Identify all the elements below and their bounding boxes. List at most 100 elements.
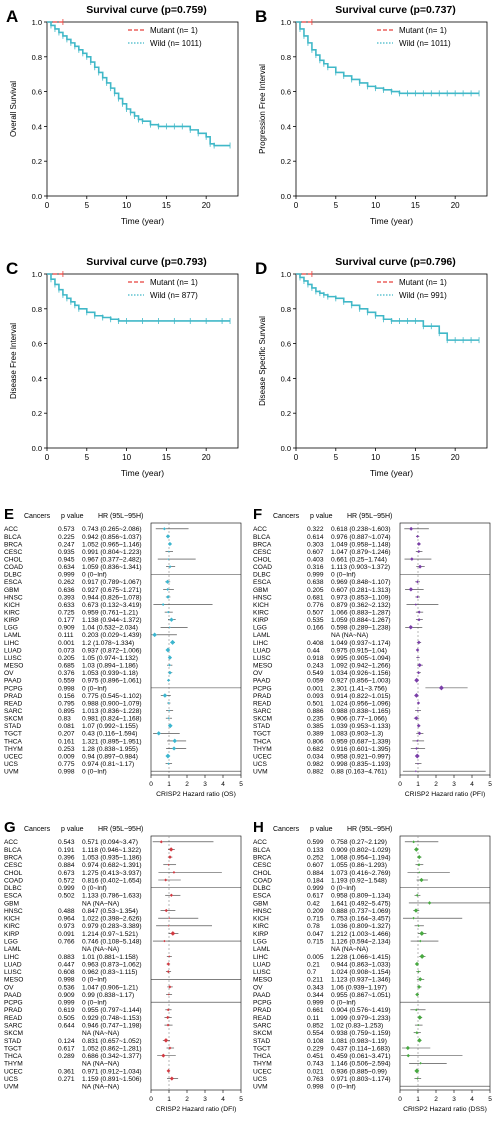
- plot-frame: [399, 835, 491, 1091]
- plot-frame: [295, 21, 488, 197]
- forest-chart: F Cancers p value HR (95L~95H) ACC 0.322 0.618…: [253, 506, 492, 798]
- p-value-label: 0.882: [307, 769, 324, 776]
- hr-label: 0.988 (0.838~1.165): [331, 708, 391, 715]
- x-tick-label: 0: [294, 453, 299, 462]
- p-value-label: 0.502: [58, 893, 75, 900]
- x-tick-label: 20: [202, 453, 211, 462]
- hr-label: 0 (0~Inf): [331, 1084, 356, 1091]
- hr-label: 0.959 (0.687~1.339): [331, 738, 391, 745]
- cancer-label: UVM: [253, 769, 268, 776]
- hr-label: 1.047 (0.879~1.246): [331, 549, 391, 556]
- p-value-label: 0.536: [58, 984, 75, 991]
- p-value-label: 0.447: [58, 961, 75, 968]
- hr-label: 1.066 (0.883~1.287): [331, 610, 391, 617]
- survival-panel-d: D Survival curve (p=0.796) 0 5 10 15 20 0.0 0.2 0…: [249, 252, 498, 502]
- cancer-label: LUAD: [4, 647, 22, 654]
- p-value-label: 0.505: [58, 1015, 75, 1022]
- hr-marker: [414, 716, 419, 721]
- cancer-label: STAD: [4, 723, 21, 730]
- hr-label: 0.904 (0.576~1.419): [331, 1007, 391, 1014]
- cancer-label: ESCA: [253, 579, 272, 586]
- hr-marker: [165, 534, 171, 539]
- legend-label: Wild (n= 991): [399, 291, 447, 300]
- hr-label: 1.28 (0.838~1.955): [82, 746, 138, 753]
- survival-panel-b: B Survival curve (p=0.737) 0 5 10 15 20 0.0 0.2 0…: [249, 0, 498, 250]
- hr-marker: [419, 877, 424, 883]
- cancer-label: LGG: [4, 938, 18, 945]
- hr-label: 1.039 (0.953~1.133): [331, 723, 391, 730]
- cancer-label: BRCA: [4, 541, 23, 548]
- hr-label: 0.938 (0.759~1.159): [331, 1030, 391, 1037]
- hr-label: 1.07 (0.992~1.155): [82, 723, 138, 730]
- cancer-label: UVM: [253, 1084, 268, 1091]
- y-tick-label: 0.2: [281, 157, 291, 166]
- y-tick-label: 1.0: [281, 270, 291, 279]
- p-value-label: 0.636: [58, 587, 75, 594]
- hr-label: 0 (0~Inf): [331, 1000, 356, 1007]
- hr-label: 0.973 (0.853~1.109): [331, 594, 391, 601]
- hr-label: 0.988 (0.900~1.079): [82, 700, 142, 707]
- p-value-label: 0.229: [307, 1045, 324, 1052]
- hr-marker: [167, 655, 173, 660]
- x-tick-label: 1: [167, 781, 171, 788]
- cancer-label: KIRP: [253, 931, 269, 938]
- hr-marker: [414, 961, 420, 967]
- column-header-cancers: Cancers: [24, 513, 51, 520]
- y-tick-label: 0.4: [281, 122, 291, 131]
- hr-label: 0 (0~Inf): [82, 769, 107, 776]
- p-value-label: 0.501: [307, 700, 324, 707]
- hr-marker: [163, 939, 166, 943]
- p-value-label: 0.998: [58, 977, 75, 984]
- hr-label: 0.743 (0.265~2.086): [82, 526, 142, 533]
- cancer-label: CHOL: [253, 556, 272, 563]
- p-value-label: 0.999: [307, 1000, 324, 1007]
- cancer-label: HNSC: [253, 594, 272, 601]
- p-value-label: 0.999: [58, 572, 75, 579]
- hr-marker: [415, 747, 418, 750]
- hr-label: 1.083 (0.903~1.3): [331, 731, 383, 738]
- hr-label: 0 (0~Inf): [82, 885, 107, 892]
- cancer-label: THCA: [4, 1053, 23, 1060]
- x-tick-label: 4: [470, 781, 474, 788]
- hr-label: 1.06 (0.939~1.197): [331, 984, 387, 991]
- p-value-label: 0.935: [58, 549, 75, 556]
- cancer-label: KICH: [4, 916, 20, 923]
- hr-label: 1.275 (0.413~3.937): [82, 870, 142, 877]
- hr-label: 0.746 (0.108~5.148): [82, 938, 142, 945]
- hr-label: 1.01 (0.881~1.158): [82, 954, 138, 961]
- hr-marker: [408, 587, 414, 592]
- x-tick-label: 3: [203, 781, 207, 788]
- panel-letter: G: [4, 819, 16, 836]
- hr-label: 0 (0~Inf): [331, 572, 356, 579]
- cancer-label: LIHC: [4, 954, 19, 961]
- hr-label: 0 (0~Inf): [331, 885, 356, 892]
- hr-marker: [414, 753, 420, 759]
- cancer-label: PAAD: [4, 992, 22, 999]
- p-value-label: 0.982: [307, 761, 324, 768]
- p-value-label: 0.661: [307, 1007, 324, 1014]
- cancer-label: THCA: [4, 738, 23, 745]
- hr-label: 0.958 (0.921~0.997): [331, 753, 391, 760]
- hr-label: 0.967 (0.377~2.482): [82, 556, 142, 563]
- hr-marker: [172, 871, 176, 874]
- cancer-label: UVM: [4, 769, 19, 776]
- p-value-label: 0.21: [307, 961, 320, 968]
- p-value-label: 0.005: [307, 954, 324, 961]
- x-axis-label: CRISP2 Hazard ratio (DSS): [403, 1106, 487, 1113]
- cancer-label: BLCA: [253, 847, 271, 854]
- p-value-label: 0.343: [307, 984, 324, 991]
- hr-label: 1.055 (0.86~1.293): [331, 862, 387, 869]
- panel-letter: E: [4, 506, 14, 523]
- p-value-label: 0.205: [307, 587, 324, 594]
- p-value-label: 0.361: [58, 1068, 75, 1075]
- cancer-label: SARC: [4, 708, 23, 715]
- hr-marker: [416, 595, 419, 599]
- cancer-label: THYM: [4, 746, 23, 753]
- p-value-label: 0.235: [307, 716, 324, 723]
- hr-label: 0.437 (0.114~1.683): [331, 1045, 390, 1052]
- y-tick-label: 0.6: [281, 340, 291, 349]
- cancer-label: LIHC: [253, 640, 268, 647]
- p-value-label: 0.225: [58, 534, 75, 541]
- hr-marker: [416, 580, 419, 584]
- hr-label: 1.138 (0.944~1.372): [82, 617, 142, 624]
